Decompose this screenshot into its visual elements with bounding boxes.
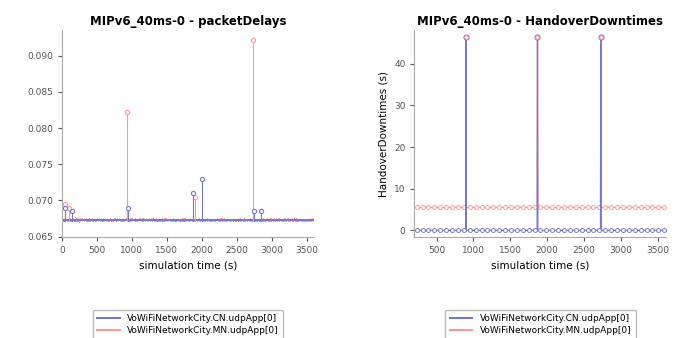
Legend: VoWiFiNetworkCity.CN.udpApp[0], VoWiFiNetworkCity.MN.udpApp[0]: VoWiFiNetworkCity.CN.udpApp[0], VoWiFiNe… xyxy=(93,310,283,338)
Title: MIPv6_40ms-0 - HandoverDowntimes: MIPv6_40ms-0 - HandoverDowntimes xyxy=(418,15,664,28)
Legend: VoWiFiNetworkCity.CN.udpApp[0], VoWiFiNetworkCity.MN.udpApp[0]: VoWiFiNetworkCity.CN.udpApp[0], VoWiFiNe… xyxy=(445,310,635,338)
Y-axis label: HandoverDowntimes (s): HandoverDowntimes (s) xyxy=(379,71,388,196)
X-axis label: simulation time (s): simulation time (s) xyxy=(139,260,237,270)
Title: MIPv6_40ms-0 - packetDelays: MIPv6_40ms-0 - packetDelays xyxy=(89,15,286,28)
X-axis label: simulation time (s): simulation time (s) xyxy=(491,260,589,270)
